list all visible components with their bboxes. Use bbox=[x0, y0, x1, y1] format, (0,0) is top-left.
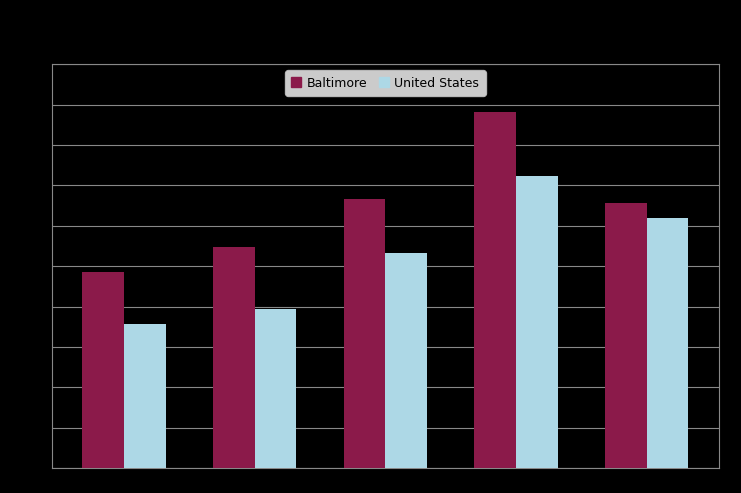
Bar bbox=[516, 176, 558, 468]
Legend: Baltimore, United States: Baltimore, United States bbox=[285, 70, 485, 96]
Bar bbox=[605, 203, 647, 468]
Bar bbox=[344, 199, 385, 468]
Bar bbox=[474, 112, 516, 468]
Bar bbox=[124, 324, 166, 468]
Bar bbox=[647, 218, 688, 468]
Bar bbox=[255, 309, 296, 468]
Bar bbox=[385, 253, 427, 468]
Bar bbox=[82, 272, 124, 468]
Bar bbox=[213, 247, 255, 468]
